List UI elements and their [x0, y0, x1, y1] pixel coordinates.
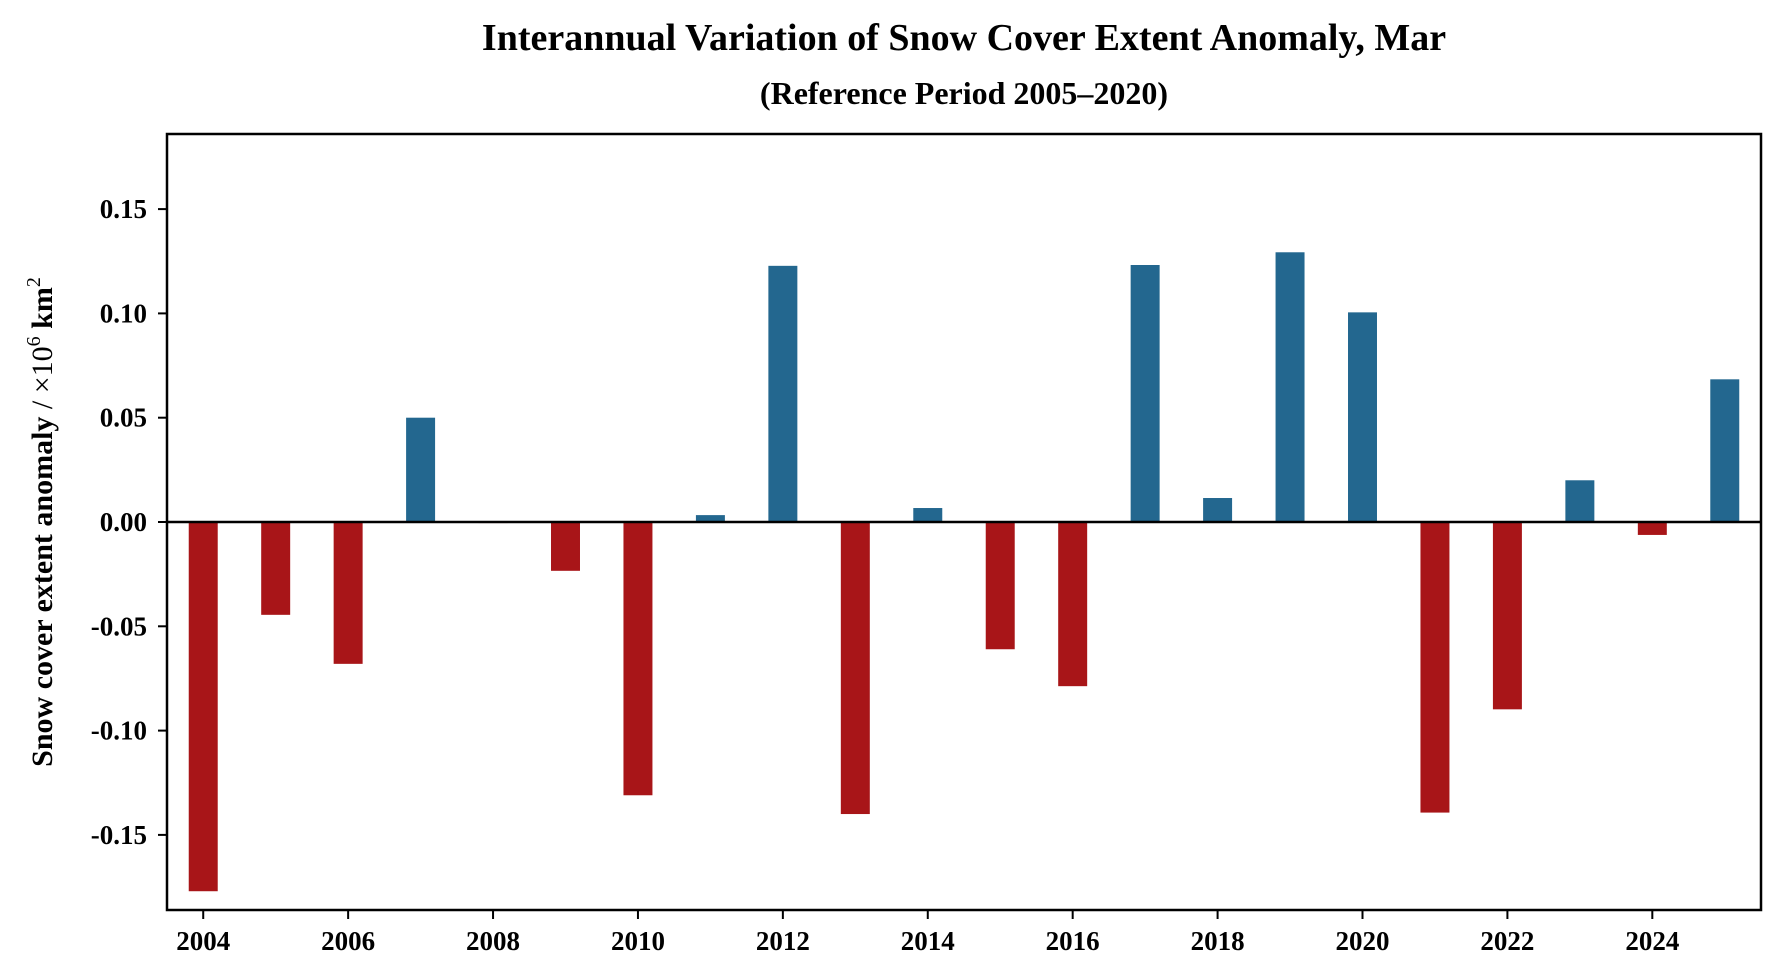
x-tick-label: 2024 [1625, 926, 1679, 956]
x-tick-label: 2012 [756, 926, 810, 956]
x-tick-label: 2010 [611, 926, 665, 956]
bar-2025 [1710, 379, 1740, 522]
x-tick-label: 2020 [1336, 926, 1390, 956]
y-tick-label: 0.10 [100, 298, 147, 328]
bar-2021 [1420, 522, 1450, 813]
y-tick-label: -0.15 [91, 820, 147, 850]
y-tick-label: -0.05 [91, 611, 147, 641]
y-axis-label-main: Snow cover extent anomaly [26, 417, 59, 767]
y-axis-label-exponent: 6 [23, 336, 45, 346]
x-tick-label: 2016 [1046, 926, 1100, 956]
bar-2024 [1637, 522, 1667, 535]
y-axis-label-unit-prefix: / ×10 [26, 346, 59, 416]
x-tick-label: 2008 [466, 926, 520, 956]
chart-title: Interannual Variation of Snow Cover Exte… [482, 17, 1446, 59]
bar-2018 [1203, 498, 1233, 522]
bar-2013 [840, 522, 870, 815]
bar-2012 [768, 265, 798, 522]
x-axis: 2004 2006 2008 2010 2012 2014 2016 2018 2020 2022… [176, 910, 1679, 956]
y-axis-label-unit: km [26, 287, 59, 336]
chart-subtitle: (Reference Period 2005–2020) [760, 75, 1168, 111]
y-axis-label-exponent-2: 2 [23, 277, 45, 287]
x-tick-label: 2004 [176, 926, 230, 956]
x-tick-label: 2018 [1191, 926, 1245, 956]
y-axis: 0.15 0.10 0.05 0.00 -0.05 -0.10 -0.15 [91, 194, 167, 850]
bar-2010 [623, 522, 653, 796]
bar-2015 [985, 522, 1015, 650]
y-tick-label: 0.05 [100, 403, 147, 433]
bar-2017 [1130, 265, 1160, 522]
bar-2023 [1565, 480, 1595, 522]
bar-2022 [1492, 522, 1522, 710]
x-tick-label: 2014 [901, 926, 955, 956]
y-axis-label: Snow cover extent anomaly / ×106 km2 [23, 277, 59, 767]
x-tick-label: 2006 [321, 926, 375, 956]
y-tick-label: 0.00 [100, 507, 147, 537]
bar-2007 [406, 417, 436, 522]
bar-2014 [913, 508, 943, 522]
y-tick-label: -0.10 [91, 716, 147, 746]
bar-2020 [1348, 312, 1377, 522]
bars-group [188, 252, 1740, 892]
bar-2019 [1275, 252, 1305, 523]
bar-2005 [261, 522, 291, 615]
bar-2006 [333, 522, 363, 664]
bar-2016 [1058, 522, 1088, 687]
bar-2009 [551, 522, 580, 571]
y-tick-label: 0.15 [100, 194, 147, 224]
x-tick-label: 2022 [1480, 926, 1534, 956]
bar-2004 [188, 522, 218, 892]
bar-2011 [695, 515, 725, 522]
